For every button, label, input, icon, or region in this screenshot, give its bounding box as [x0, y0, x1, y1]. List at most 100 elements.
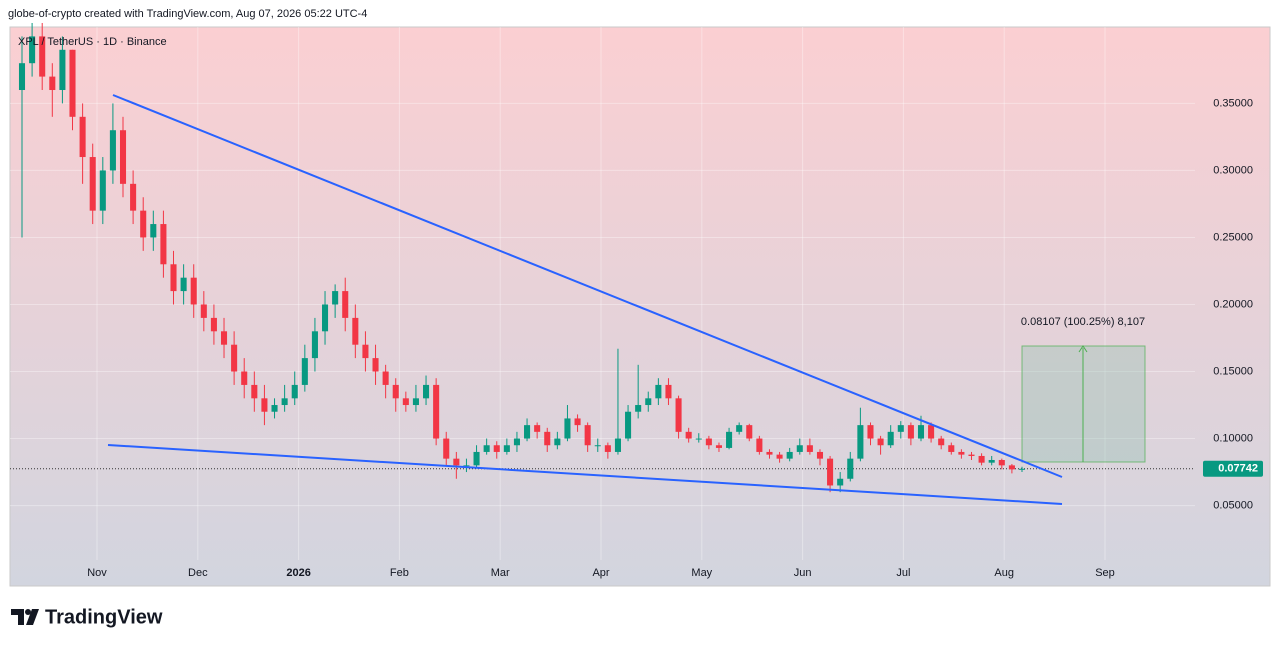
candle-body	[655, 384, 662, 399]
candle-body	[301, 358, 308, 385]
candle-body	[958, 451, 965, 455]
candle-body	[150, 224, 157, 238]
grid	[10, 27, 1195, 560]
candle-body	[322, 304, 329, 332]
y-tick-label: 0.15000	[1213, 365, 1253, 377]
candle-body	[412, 398, 419, 406]
candle-body	[614, 438, 621, 452]
candle-body	[726, 431, 733, 448]
logo-text: TradingView	[45, 606, 163, 628]
candle-body	[99, 170, 106, 211]
candle-body	[220, 331, 228, 345]
y-tick-label: 0.10000	[1213, 432, 1253, 444]
candle-body	[635, 405, 642, 412]
y-tick-label: 0.25000	[1213, 231, 1253, 243]
candle-body	[998, 459, 1005, 466]
candle-body	[625, 411, 632, 439]
x-tick-label: Jun	[794, 567, 812, 579]
candle-body	[170, 264, 177, 292]
candle-body	[443, 438, 450, 459]
logo-mark	[11, 609, 39, 625]
candle-body	[786, 451, 793, 459]
candle-body	[39, 36, 46, 77]
candle-body	[1008, 465, 1015, 470]
candle-body	[847, 458, 854, 479]
candle-body	[463, 465, 470, 467]
candle-body	[675, 398, 682, 432]
candle-body	[776, 454, 783, 459]
candle-body	[180, 277, 187, 292]
candle-body	[251, 384, 258, 399]
candle-body	[433, 384, 440, 439]
candle-body	[362, 344, 369, 359]
logo-dot	[25, 609, 31, 615]
candle-body	[402, 398, 409, 406]
symbol-title: XPL / TetherUS · 1D · Binance	[18, 36, 167, 48]
candle-body	[897, 425, 904, 432]
y-tick-label: 0.35000	[1213, 97, 1253, 109]
x-tick-label: Jul	[896, 567, 910, 579]
candle-body	[493, 445, 500, 452]
candle-body	[1018, 468, 1026, 470]
candle-body	[867, 425, 874, 439]
candle-body	[18, 63, 26, 91]
x-tick-label: Sep	[1095, 567, 1115, 579]
candle-body	[554, 438, 561, 446]
candle-body	[685, 431, 692, 439]
candle-body	[524, 425, 531, 439]
candle-body	[564, 418, 571, 439]
candle-body	[574, 418, 581, 426]
candle-body	[392, 384, 399, 399]
axes: 0.05000 0.10000 0.15000 0.20000 0.25000 0.300…	[87, 97, 1263, 579]
candle-body	[705, 438, 712, 446]
x-tick-label: Apr	[592, 567, 609, 579]
candle-body	[715, 445, 722, 448]
candle-body	[59, 49, 66, 91]
candle-body	[352, 317, 359, 345]
x-tick-label: Mar	[491, 567, 510, 579]
candle-body	[342, 291, 349, 318]
candle-body	[49, 76, 56, 91]
candle-body	[311, 331, 318, 359]
candle-body	[513, 438, 520, 446]
candle-body	[796, 445, 803, 452]
y-tick-label: 0.05000	[1213, 499, 1253, 511]
candle-body	[109, 130, 116, 171]
candle-body	[69, 49, 76, 117]
candle-body	[534, 425, 541, 432]
candle-body	[736, 425, 743, 432]
candle-body	[281, 398, 288, 406]
candle-body	[372, 358, 379, 372]
candle-body	[604, 445, 611, 452]
lower-trendline	[107, 444, 1063, 505]
candle-body	[423, 384, 430, 399]
candle-body	[382, 371, 389, 385]
candle-body	[241, 371, 248, 385]
candle-body	[877, 438, 884, 446]
candle-body	[917, 425, 925, 439]
candle-body	[210, 317, 217, 332]
measure-label: 0.08107 (100.25%) 8,107	[1021, 316, 1145, 328]
candle-body	[857, 425, 864, 459]
candle-body	[130, 183, 137, 211]
last-price-badge	[1203, 460, 1263, 477]
x-tick-label: Feb	[390, 567, 409, 579]
candle-body	[968, 454, 975, 456]
candle-body	[938, 438, 945, 446]
candle-body	[79, 116, 86, 158]
candle-body	[231, 344, 238, 372]
candle-body	[453, 458, 460, 466]
candle-body	[827, 458, 834, 486]
candle-body	[473, 451, 480, 466]
candle-body	[978, 455, 985, 463]
candle-body	[89, 157, 96, 211]
x-tick-label: Aug	[994, 567, 1014, 579]
candle-body	[271, 405, 278, 412]
x-tick-label: Nov	[87, 567, 107, 579]
y-tick-label: 0.20000	[1213, 298, 1253, 310]
x-tick-label: Dec	[188, 567, 208, 579]
x-tick-label: May	[691, 567, 712, 579]
candle-body	[503, 445, 510, 452]
